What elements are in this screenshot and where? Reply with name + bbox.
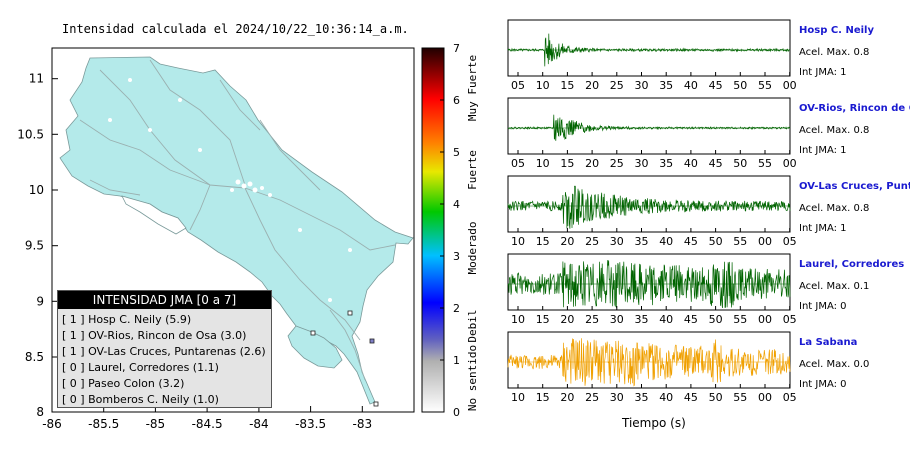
- colorbar-tick-label: 2: [453, 302, 460, 315]
- map-frame: [51, 47, 415, 413]
- map-x-tick-label: -85: [146, 417, 166, 431]
- station-markers: [310, 310, 379, 407]
- map-y-tick-label: 9: [36, 294, 44, 308]
- colorbar-tick-label: 7: [453, 42, 460, 55]
- map-x-tick-label: -86: [42, 417, 62, 431]
- colorbar-tick-label: 1: [453, 354, 460, 367]
- colorbar-tick-label: 0: [453, 406, 460, 419]
- colorbar-category-label: Fuerte: [466, 150, 479, 190]
- legend-item: [ 1 ] Hosp C. Neily (5.9): [62, 313, 192, 326]
- map-y-tick-label: 9.5: [25, 239, 44, 253]
- map-y-tick-label: 11: [29, 72, 44, 86]
- map-x-ticks: -86 -85.5 -85 -84.5 -84 -83.5 -83: [42, 406, 372, 431]
- legend-header: INTENSIDAD JMA [0 a 7]: [58, 291, 271, 309]
- colorbar-gradient: [421, 47, 445, 413]
- road-network: [79, 59, 396, 381]
- gulf-of-nicoya: [121, 195, 187, 235]
- colorbar-tick-label: 5: [453, 146, 460, 159]
- map-y-tick-label: 8: [36, 405, 44, 419]
- legend-item: [ 0 ] Laurel, Corredores (1.1): [62, 361, 219, 374]
- map-x-tick-label: -84: [249, 417, 269, 431]
- colorbar-tick-label: 4: [453, 198, 460, 211]
- map-y-tick-label: 8.5: [25, 350, 44, 364]
- map-y-ticks: 11 10.5 10 9.5 9 8.5 8: [17, 72, 58, 419]
- intensity-colorbar: 0 1 2 3 4 5 6 7 No sentido Debil Moderado Fuerte Mu…: [421, 42, 479, 419]
- town-markers: [108, 78, 352, 302]
- page-title: Intensidad calculada el 2024/10/22_10:36…: [62, 22, 409, 36]
- map-x-tick-label: -84.5: [192, 417, 223, 431]
- colorbar-ticks: 0 1 2 3 4 5 6 7: [440, 42, 460, 419]
- colorbar-tick-label: 6: [453, 94, 460, 107]
- colorbar-category-label: Debil: [466, 309, 479, 342]
- map-x-tick-label: -83.5: [295, 417, 326, 431]
- map-y-tick-label: 10: [29, 183, 44, 197]
- legend-item: [ 1 ] OV-Rios, Rincon de Osa (3.0): [62, 329, 247, 342]
- legend-item: [ 1 ] OV-Las Cruces, Puntarenas (2.6): [62, 345, 266, 358]
- legend-items: [ 1 ] Hosp C. Neily (5.9) [ 1 ] OV-Rios,…: [58, 309, 271, 409]
- colorbar-categories: No sentido Debil Moderado Fuerte Muy Fuerte: [466, 55, 479, 411]
- map-y-tick-label: 10.5: [17, 127, 44, 141]
- map-x-tick-label: -85.5: [88, 417, 119, 431]
- costa-rica-landmass: [59, 56, 414, 405]
- intensity-legend: INTENSIDAD JMA [0 a 7] [ 1 ] Hosp C. Nei…: [57, 290, 272, 408]
- colorbar-category-label: Muy Fuerte: [466, 55, 479, 121]
- legend-item: [ 0 ] Paseo Colon (3.2): [62, 377, 185, 390]
- colorbar-tick-label: 3: [453, 250, 460, 263]
- legend-item: [ 0 ] Bomberos C. Neily (1.0): [62, 393, 219, 406]
- map-x-tick-label: -83: [352, 417, 372, 431]
- osa-peninsula: [287, 325, 343, 369]
- time-axis-label: Tiempo (s): [622, 416, 686, 430]
- colorbar-category-label: No sentido: [466, 345, 479, 411]
- colorbar-category-label: Moderado: [466, 222, 479, 275]
